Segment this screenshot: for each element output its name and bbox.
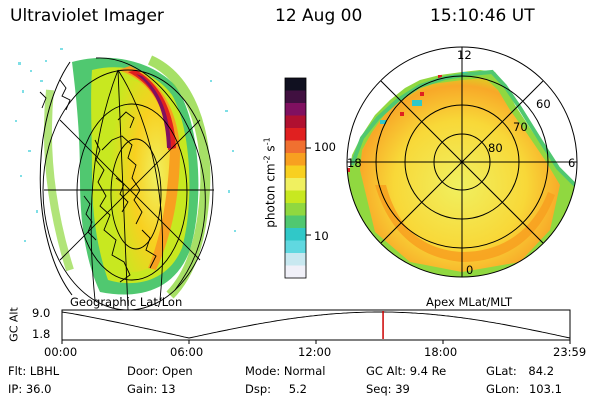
colorbar-swatch bbox=[285, 228, 306, 241]
orbit-timeline bbox=[61, 309, 571, 344]
info-dsp: Dsp: 5.2 bbox=[245, 382, 307, 396]
colorbar-swatch bbox=[285, 128, 306, 141]
info-door: Door: Open bbox=[127, 364, 193, 378]
polar-grid bbox=[346, 46, 578, 278]
mlat-label-70: 70 bbox=[513, 120, 528, 134]
colorbar-swatch bbox=[285, 265, 306, 279]
polar-image bbox=[346, 46, 578, 278]
coastlines bbox=[39, 79, 157, 283]
colorbar-swatch bbox=[285, 190, 306, 204]
colorbar-swatch bbox=[285, 90, 306, 104]
colorbar-swatch bbox=[285, 140, 306, 154]
info-glon: GLon: 103.1 bbox=[486, 382, 562, 396]
info-filter: Flt: LBHL bbox=[8, 364, 60, 378]
colorbar-tick-100: 100 bbox=[314, 140, 336, 154]
colorbar-swatch bbox=[285, 215, 306, 229]
colorbar-swatch bbox=[285, 165, 306, 179]
timeline-xtick-3: 18:00 bbox=[424, 345, 458, 359]
mlat-label-60: 60 bbox=[536, 97, 551, 111]
timeline-xtick-0: 00:00 bbox=[44, 345, 78, 359]
geographic-image bbox=[15, 48, 236, 311]
right-panel-caption: Apex MLat/MLT bbox=[426, 295, 513, 309]
colorbar-swatch bbox=[285, 178, 306, 191]
colorbar-swatch bbox=[285, 203, 306, 216]
colorbar-swatch bbox=[285, 78, 306, 91]
geo-grid bbox=[42, 69, 214, 311]
info-seq: Seq: 39 bbox=[366, 382, 410, 396]
info-gain: Gain: 13 bbox=[127, 382, 176, 396]
colorbar-swatch bbox=[285, 240, 306, 254]
info-gc-alt: GC Alt: 9.4 Re bbox=[366, 364, 447, 378]
mlat-label-80: 80 bbox=[488, 141, 503, 155]
noise-dots bbox=[15, 48, 236, 242]
timeline-ytick-low: 1.8 bbox=[32, 327, 51, 341]
info-mode: Mode: Normal bbox=[245, 364, 326, 378]
mlt-label-18: 18 bbox=[347, 156, 362, 170]
instrument-title: Ultraviolet Imager bbox=[10, 6, 164, 26]
left-panel-caption: Geographic Lat/Lon bbox=[70, 295, 183, 309]
time-label: 15:10:46 UT bbox=[430, 6, 535, 26]
colorbar-swatch bbox=[285, 103, 306, 116]
colorbar-swatch bbox=[285, 115, 306, 129]
timeline-xtick-2: 12:00 bbox=[298, 345, 332, 359]
colorbar-swatch bbox=[285, 253, 306, 266]
info-glat: GLat: 84.2 bbox=[486, 364, 555, 378]
colorbar bbox=[284, 77, 311, 279]
mlt-label-0: 0 bbox=[466, 263, 474, 277]
timeline-xtick-1: 06:00 bbox=[170, 345, 204, 359]
date-label: 12 Aug 00 bbox=[275, 6, 363, 26]
colorbar-swatch bbox=[285, 153, 306, 166]
mlt-label-12: 12 bbox=[457, 48, 472, 62]
mlt-label-6: 6 bbox=[568, 156, 576, 170]
timeline-xtick-4: 23:59 bbox=[553, 345, 587, 359]
info-ip: IP: 36.0 bbox=[8, 382, 52, 396]
colorbar-tick-10: 10 bbox=[314, 229, 329, 243]
timeline-ytick-high: 9.0 bbox=[32, 306, 51, 320]
timeline-ylabel: GC Alt bbox=[7, 307, 21, 342]
colorbar-label: photon cm-2 s-1 bbox=[262, 137, 278, 228]
